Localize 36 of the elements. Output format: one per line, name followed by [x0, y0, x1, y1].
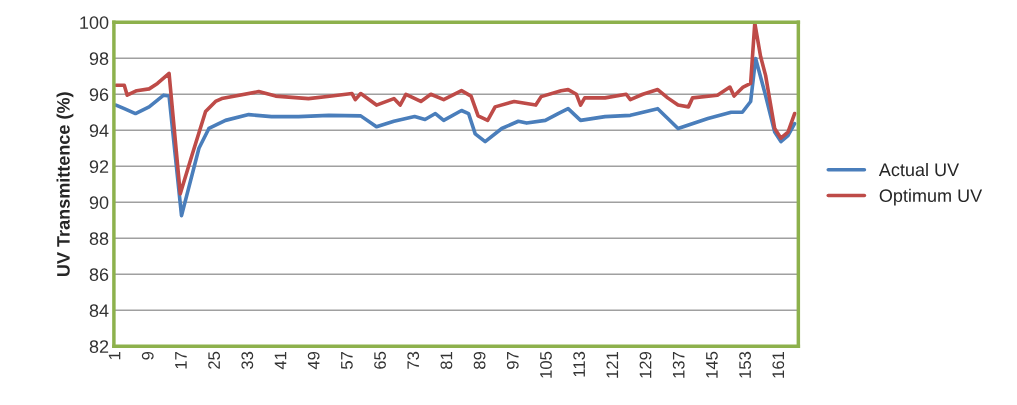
y-tick-label: 90: [89, 196, 109, 209]
y-tick-label: 92: [89, 160, 109, 173]
x-tick-label: 161: [772, 351, 785, 378]
legend-label: Optimum UV: [879, 188, 983, 206]
x-tick-label: 49: [307, 351, 320, 370]
x-tick-label: 73: [407, 351, 420, 369]
line-series: [114, 56, 797, 218]
y-tick-label: 88: [89, 232, 109, 245]
x-tick-label: 9: [141, 351, 154, 360]
y-tick-label: 98: [89, 52, 109, 65]
x-tick-label: 1: [108, 351, 121, 360]
legend-label: Actual UV: [878, 162, 960, 177]
line-series: [114, 22, 797, 196]
x-tick-label: 41: [274, 351, 287, 370]
x-tick-label: 121: [606, 351, 619, 378]
x-tick-label: 153: [739, 351, 751, 378]
x-tick-label: 33: [241, 351, 254, 370]
x-tick-label: 57: [341, 351, 353, 370]
x-tick-label: 89: [473, 351, 486, 369]
x-tick-label: 105: [540, 351, 552, 378]
x-tick-label: 97: [506, 351, 519, 369]
y-tick-label: 100: [80, 16, 109, 29]
x-tick-label: 65: [374, 351, 386, 369]
x-tick-label: 113: [573, 351, 586, 377]
y-tick-label: 96: [89, 88, 109, 101]
x-tick-label: 145: [706, 351, 718, 378]
y-axis-title: UV Transmittence (%): [56, 92, 74, 276]
y-tick-label: 82: [89, 340, 109, 353]
y-tick-label: 94: [89, 124, 109, 137]
y-tick-label: 84: [89, 304, 109, 317]
y-tick-label: 86: [89, 268, 109, 281]
x-tick-label: 17: [175, 351, 187, 369]
x-tick-label: 129: [639, 351, 652, 378]
x-tick-label: 25: [208, 351, 221, 369]
x-tick-label: 137: [672, 351, 685, 378]
x-tick-label: 81: [440, 351, 453, 369]
